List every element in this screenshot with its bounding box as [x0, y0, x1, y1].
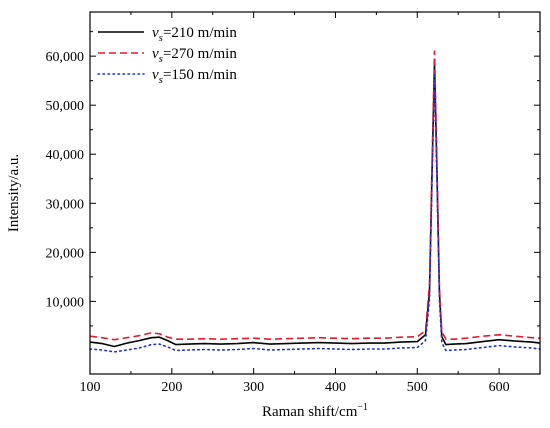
y-tick-label: 60,000 [46, 50, 85, 65]
x-tick-label: 400 [325, 380, 346, 395]
series-layer [89, 50, 541, 353]
series-line-1 [89, 50, 541, 341]
x-tick-label: 100 [80, 380, 101, 395]
y-axis-title: Intensity/a.u. [6, 154, 22, 232]
legend: vs=210 m/min vs=270 m/min vs=150 m/min [97, 25, 237, 86]
series-line-2 [89, 72, 541, 353]
y-tick-label: 10,000 [46, 295, 85, 310]
y-tick-label: 30,000 [46, 197, 85, 212]
x-tick-label: 500 [407, 380, 428, 395]
x-tick-label: 300 [243, 380, 264, 395]
legend-label-2: vs=150 m/min [152, 67, 237, 86]
series-line-0 [89, 62, 541, 348]
y-tick-label: 20,000 [46, 246, 85, 261]
x-axis-title-main: Raman shift/cm [262, 404, 358, 420]
x-tick-label: 600 [489, 380, 510, 395]
legend-label-1: vs=270 m/min [152, 46, 237, 65]
plot-frame [89, 11, 541, 375]
ticks-layer: 100 200 300 400 500 600 10,000 20,000 30,000 40,0… [46, 12, 540, 395]
x-axis-title-sup: −1 [357, 402, 368, 413]
x-axis-title: Raman shift/cm−1 [262, 402, 368, 420]
y-tick-label: 40,000 [46, 148, 85, 163]
legend-label-0: vs=210 m/min [152, 25, 237, 44]
y-tick-label: 50,000 [46, 99, 85, 114]
x-tick-label: 200 [161, 380, 182, 395]
